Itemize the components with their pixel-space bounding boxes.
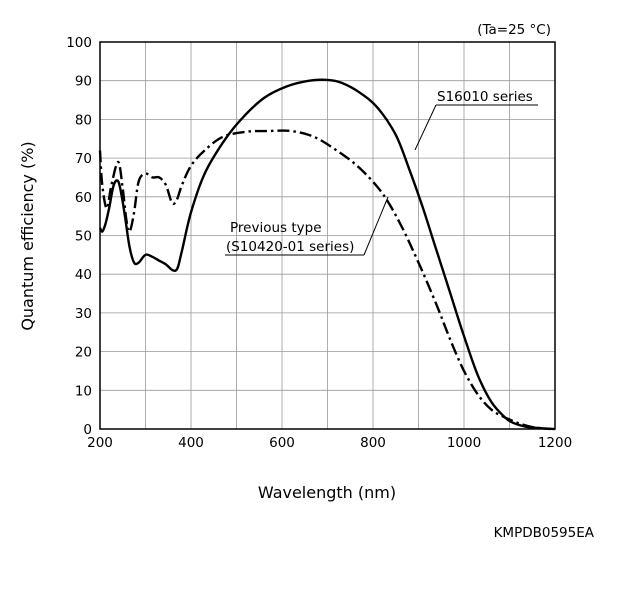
y-tick-label: 60 <box>75 190 92 206</box>
x-tick-label: 800 <box>360 435 386 451</box>
x-tick-label: 200 <box>87 435 113 451</box>
annotation-s16010: S16010 series <box>437 89 533 105</box>
y-tick-label: 90 <box>75 74 92 90</box>
previous-leader-line <box>363 196 389 256</box>
y-tick-label: 40 <box>75 267 92 283</box>
series-lines <box>98 78 556 431</box>
y-tick-label: 50 <box>75 229 92 245</box>
y-tick-label: 20 <box>75 345 92 361</box>
y-tick-label: 10 <box>75 383 92 399</box>
y-tick-label: 70 <box>75 151 92 167</box>
y-tick-label: 0 <box>83 422 92 438</box>
tick-labels: 200 400 600 800 1000 1200 0 10 20 30 40 50 60 70 80 90 1… <box>66 35 572 451</box>
x-tick-label: 1200 <box>538 435 572 451</box>
y-tick-label: 80 <box>75 112 92 128</box>
condition-label: (Ta=25 °C) <box>477 22 551 38</box>
x-tick-label: 400 <box>178 435 204 451</box>
y-axis-title: Quantum efficiency (%) <box>18 141 37 330</box>
series-line-previous-type <box>98 129 556 431</box>
y-tick-label: 100 <box>66 35 92 51</box>
s16010-leader-line <box>414 104 437 151</box>
x-axis-title: Wavelength (nm) <box>258 483 396 502</box>
annotation-previous-series: (S10420-01 series) <box>226 239 354 255</box>
plot-frame <box>99 41 556 430</box>
y-tick-label: 30 <box>75 306 92 322</box>
figure-code: KMPDB0595EA <box>494 525 595 541</box>
annotation-previous-type: Previous type <box>230 220 322 236</box>
x-tick-label: 1000 <box>447 435 481 451</box>
x-tick-label: 600 <box>269 435 295 451</box>
